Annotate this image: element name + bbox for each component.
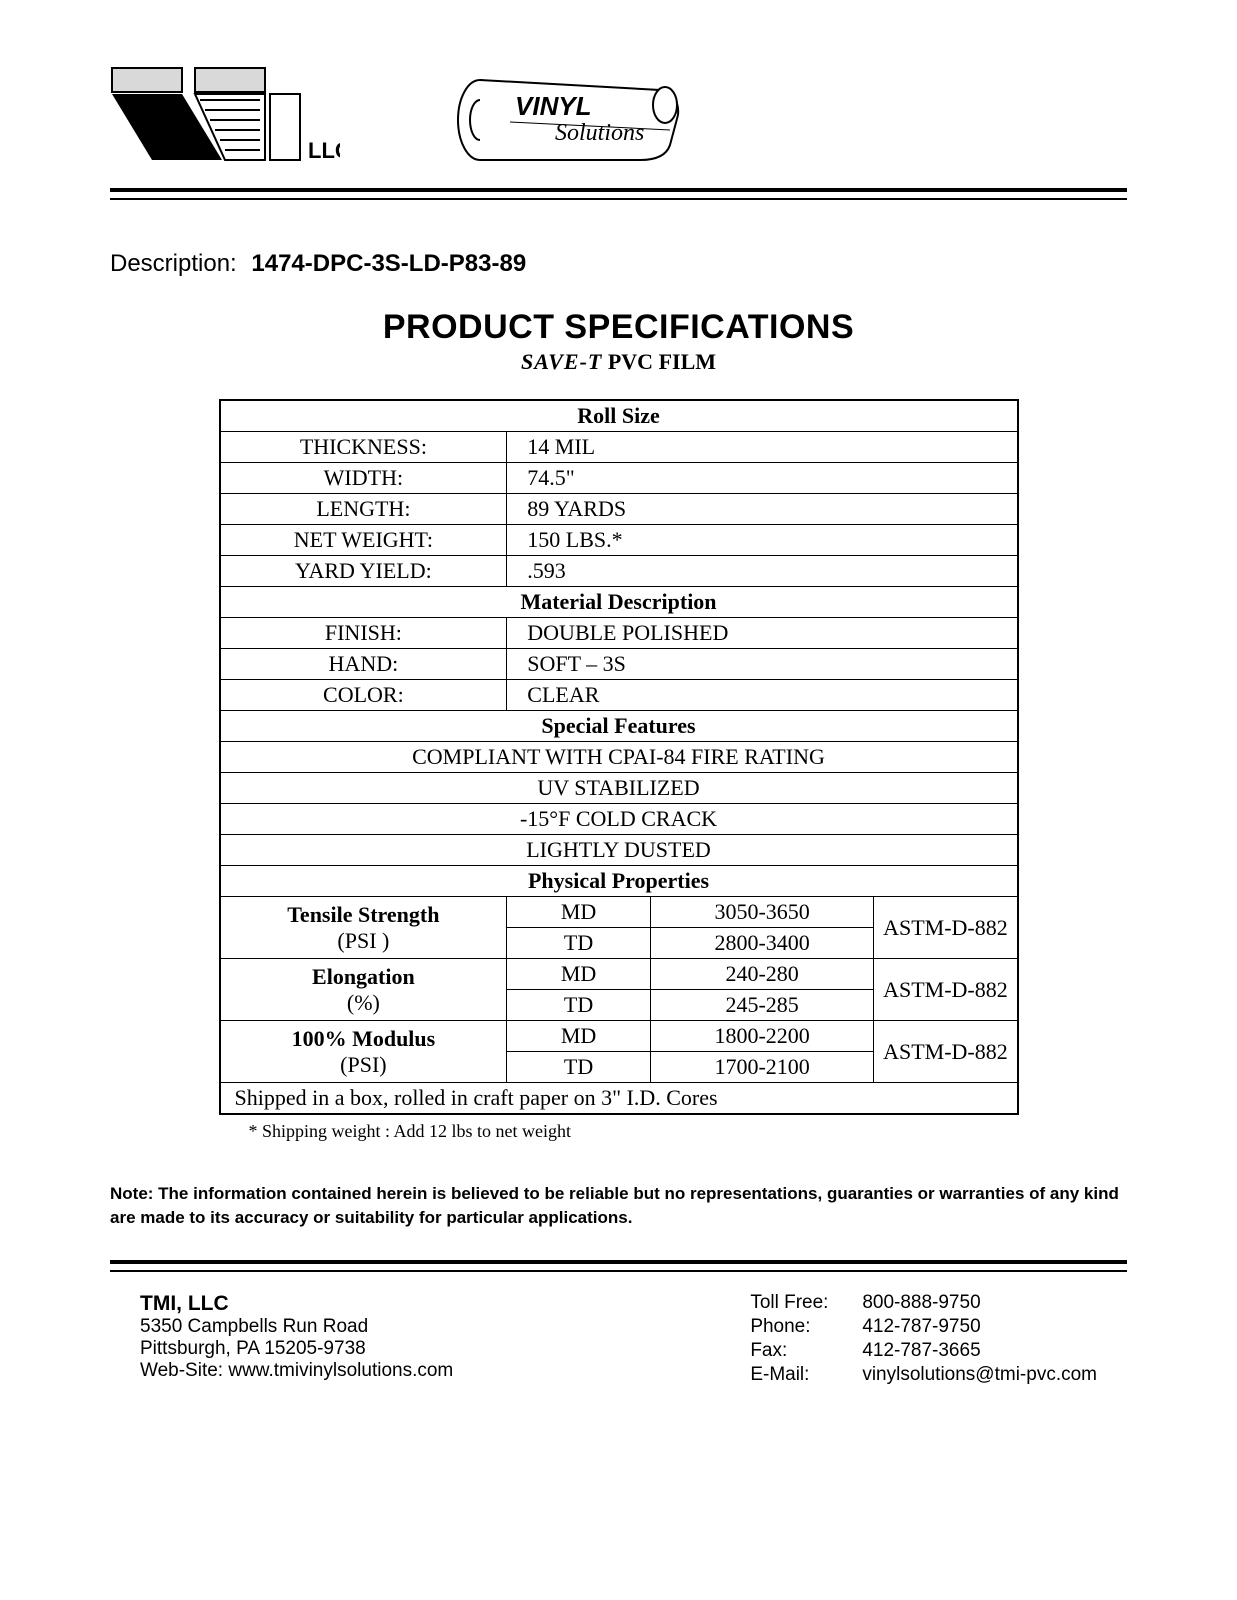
material-label: HAND: — [220, 649, 507, 680]
table-row: COMPLIANT WITH CPAI-84 FIRE RATING — [220, 742, 1018, 773]
subtitle-product: PVC FILM — [608, 349, 716, 374]
feature: COMPLIANT WITH CPAI-84 FIRE RATING — [220, 742, 1018, 773]
prop-value: 3050-3650 — [650, 897, 873, 928]
table-row: LENGTH: 89 YARDS — [220, 494, 1018, 525]
disclaimer-note: Note: The information contained herein i… — [110, 1182, 1127, 1230]
prop-direction: MD — [507, 897, 651, 928]
table-row: HAND: SOFT – 3S — [220, 649, 1018, 680]
material-label: FINISH: — [220, 618, 507, 649]
roll-size-label: THICKNESS: — [220, 432, 507, 463]
table-row: COLOR: CLEAR — [220, 680, 1018, 711]
material-value: CLEAR — [507, 680, 1018, 711]
header-divider — [110, 188, 1127, 200]
prop-direction: MD — [507, 959, 651, 990]
subtitle-brand: SAVE-T — [521, 349, 602, 374]
table-row: Tensile Strength (PSI ) MD 3050-3650 AST… — [220, 897, 1018, 928]
tmi-logo: LLC — [110, 60, 340, 170]
main-title: PRODUCT SPECIFICATIONS — [110, 308, 1127, 347]
spec-sheet-page: LLC VINYL Solutions Description: 1474-DP… — [0, 0, 1237, 1600]
roll-size-value: 150 LBS.* — [507, 525, 1018, 556]
table-row: 100% Modulus (PSI) MD 1800-2200 ASTM-D-8… — [220, 1021, 1018, 1052]
footer-address: TMI, LLC 5350 Campbells Run Road Pittsbu… — [140, 1292, 453, 1386]
roll-size-value: 14 MIL — [507, 432, 1018, 463]
prop-value: 2800-3400 — [650, 928, 873, 959]
section-header-material: Material Description — [220, 587, 1018, 618]
description-line: Description: 1474-DPC-3S-LD-P83-89 — [110, 250, 1127, 278]
vinyl-logo-bottom-text: Solutions — [555, 120, 644, 146]
footer-contacts: Toll Free: 800-888-9750 Phone: 412-787-9… — [750, 1292, 1097, 1386]
contact-label: Phone: — [750, 1316, 850, 1338]
prop-direction: TD — [507, 990, 651, 1021]
header-logos: LLC VINYL Solutions — [110, 60, 1127, 170]
vinyl-logo-top-text: VINYL — [515, 91, 592, 121]
roll-size-value: 74.5" — [507, 463, 1018, 494]
table-row: WIDTH: 74.5" — [220, 463, 1018, 494]
subtitle: SAVE-T PVC FILM — [110, 349, 1127, 375]
tmi-logo-suffix: LLC — [308, 138, 340, 163]
material-label: COLOR: — [220, 680, 507, 711]
table-row: LIGHTLY DUSTED — [220, 835, 1018, 866]
table-row: FINISH: DOUBLE POLISHED — [220, 618, 1018, 649]
prop-value: 240-280 — [650, 959, 873, 990]
prop-value: 1800-2200 — [650, 1021, 873, 1052]
company-name: TMI, LLC — [140, 1292, 453, 1316]
prop-value: 245-285 — [650, 990, 873, 1021]
footer: TMI, LLC 5350 Campbells Run Road Pittsbu… — [110, 1292, 1127, 1386]
contact-label: E-Mail: — [750, 1364, 850, 1386]
table-row: -15°F COLD CRACK — [220, 804, 1018, 835]
table-row: YARD YIELD: .593 — [220, 556, 1018, 587]
prop-direction: TD — [507, 1052, 651, 1083]
roll-size-label: NET WEIGHT: — [220, 525, 507, 556]
contact-value: 412-787-9750 — [862, 1316, 1097, 1338]
table-row: THICKNESS: 14 MIL — [220, 432, 1018, 463]
roll-size-label: YARD YIELD: — [220, 556, 507, 587]
vinyl-solutions-logo: VINYL Solutions — [440, 60, 690, 170]
shipping-note: Shipped in a box, rolled in craft paper … — [220, 1083, 1018, 1115]
section-header-physical: Physical Properties — [220, 866, 1018, 897]
section-header-features: Special Features — [220, 711, 1018, 742]
spec-table: Roll Size THICKNESS: 14 MIL WIDTH: 74.5"… — [219, 399, 1019, 1115]
material-value: DOUBLE POLISHED — [507, 618, 1018, 649]
feature: -15°F COLD CRACK — [220, 804, 1018, 835]
section-header-roll-size: Roll Size — [220, 400, 1018, 432]
shipping-row: Shipped in a box, rolled in craft paper … — [220, 1083, 1018, 1115]
table-row: Elongation (%) MD 240-280 ASTM-D-882 — [220, 959, 1018, 990]
feature: LIGHTLY DUSTED — [220, 835, 1018, 866]
prop-name: Elongation (%) — [220, 959, 507, 1021]
prop-standard: ASTM-D-882 — [874, 897, 1018, 959]
weight-footnote: * Shipping weight : Add 12 lbs to net we… — [219, 1121, 1019, 1142]
footer-divider — [110, 1260, 1127, 1272]
roll-size-value: 89 YARDS — [507, 494, 1018, 525]
prop-direction: TD — [507, 928, 651, 959]
prop-standard: ASTM-D-882 — [874, 1021, 1018, 1083]
table-row: UV STABILIZED — [220, 773, 1018, 804]
prop-direction: MD — [507, 1021, 651, 1052]
contact-value: 412-787-3665 — [862, 1340, 1097, 1362]
description-label: Description: — [110, 250, 237, 277]
address-line-1: 5350 Campbells Run Road — [140, 1316, 453, 1338]
contact-label: Fax: — [750, 1340, 850, 1362]
roll-size-value: .593 — [507, 556, 1018, 587]
contact-label: Toll Free: — [750, 1292, 850, 1314]
contact-value: vinylsolutions@tmi-pvc.com — [862, 1364, 1097, 1386]
roll-size-label: LENGTH: — [220, 494, 507, 525]
prop-name: Tensile Strength (PSI ) — [220, 897, 507, 959]
material-value: SOFT – 3S — [507, 649, 1018, 680]
prop-name: 100% Modulus (PSI) — [220, 1021, 507, 1083]
contact-value: 800-888-9750 — [862, 1292, 1097, 1314]
prop-value: 1700-2100 — [650, 1052, 873, 1083]
table-row: NET WEIGHT: 150 LBS.* — [220, 525, 1018, 556]
prop-standard: ASTM-D-882 — [874, 959, 1018, 1021]
address-line-2: Pittsburgh, PA 15205-9738 — [140, 1338, 453, 1360]
feature: UV STABILIZED — [220, 773, 1018, 804]
description-value: 1474-DPC-3S-LD-P83-89 — [251, 250, 526, 277]
website-line: Web-Site: www.tmivinylsolutions.com — [140, 1360, 453, 1382]
roll-size-label: WIDTH: — [220, 463, 507, 494]
